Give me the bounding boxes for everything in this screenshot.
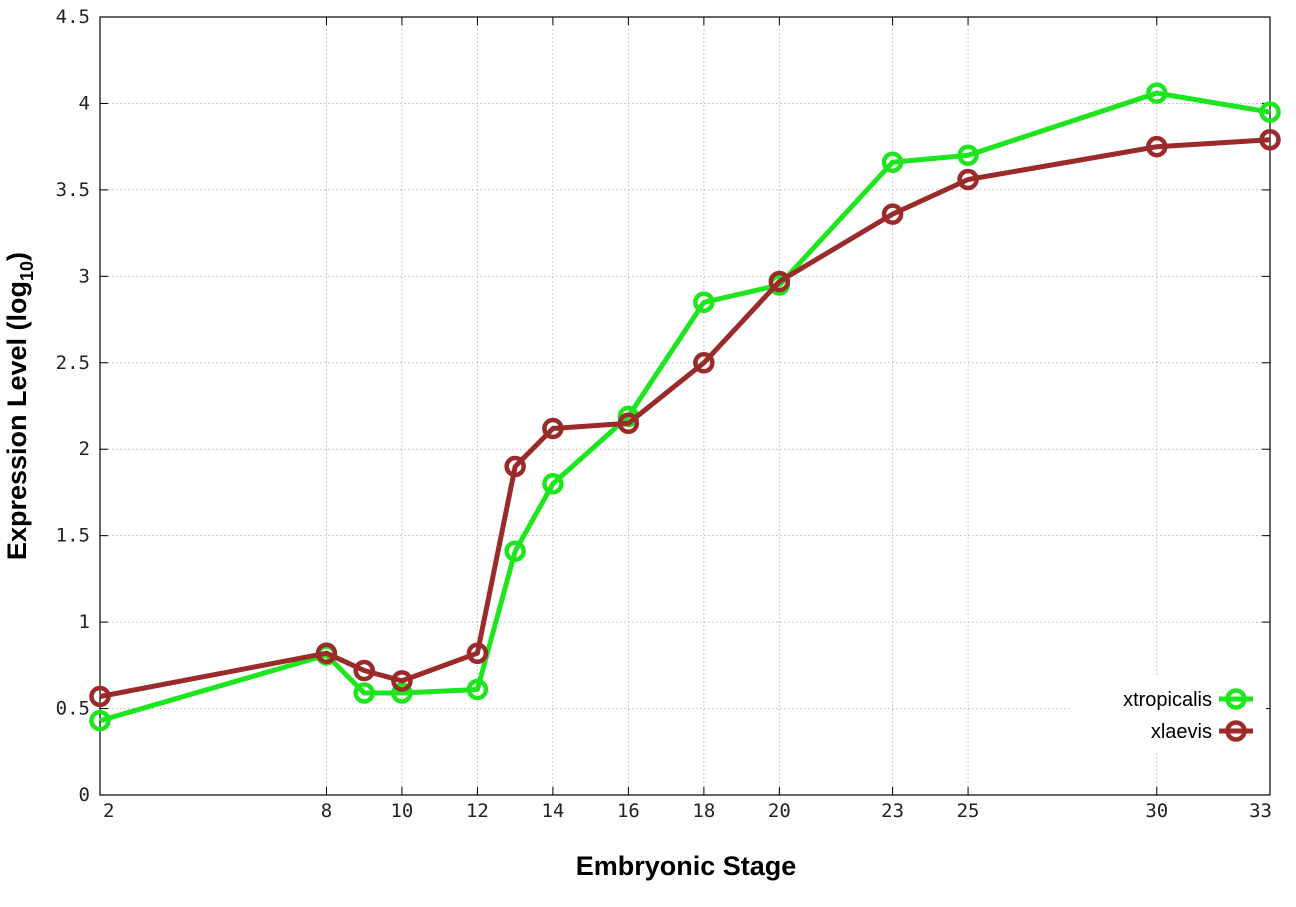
x-tick-label: 18 (692, 800, 715, 822)
data-point (1259, 129, 1281, 151)
data-point (542, 473, 564, 495)
data-point (693, 352, 715, 374)
legend-swatch-marker (1225, 720, 1247, 742)
data-point (768, 270, 791, 293)
data-point (881, 203, 904, 225)
data-point (1259, 101, 1281, 123)
y-tick-label: 4.5 (56, 6, 90, 28)
x-tick-label: 20 (768, 800, 791, 822)
x-tick-label: 30 (1145, 800, 1168, 822)
x-tick-label: 25 (957, 800, 980, 822)
y-tick-label: 3 (79, 265, 90, 287)
series-xlaevis (89, 129, 1281, 708)
x-tick-label: 12 (466, 800, 489, 822)
y-axis-title-close: ) (2, 252, 32, 261)
axis-ticks: 0 0.5 1 1.5 2 2.5 3 3.5 4 4.5 2 8 10 12 14 16 18 20 23 25 30… (56, 6, 1272, 822)
x-tick-label: 10 (390, 800, 413, 822)
y-axis-title: Expression Level (log10) (2, 252, 37, 560)
y-tick-label: 3.5 (56, 179, 90, 201)
data-point (957, 144, 979, 167)
data-point (1146, 135, 1168, 158)
data-point (957, 168, 979, 191)
y-axis-title-main: Expression Level (log (2, 281, 32, 560)
data-point (1146, 82, 1168, 104)
data-point (881, 151, 904, 173)
y-tick-label: 0.5 (56, 698, 90, 720)
data-point (353, 659, 375, 682)
x-tick-label: 33 (1249, 800, 1272, 822)
series-xtropicalis (89, 82, 1281, 732)
legend: xtropicalis xlaevis (1070, 677, 1266, 751)
data-point (542, 417, 564, 440)
data-point (391, 670, 413, 692)
data-point (504, 540, 526, 562)
data-point (89, 709, 111, 732)
series-line (99, 90, 1271, 724)
y-tick-label: 1.5 (56, 525, 90, 547)
x-tick-label: 8 (321, 800, 332, 822)
data-point (617, 412, 640, 435)
data-point (89, 685, 111, 708)
y-axis-title-subscript: 10 (17, 261, 37, 281)
data-point (353, 682, 375, 704)
plot-frame (99, 16, 1271, 796)
data-point (466, 678, 489, 701)
data-point (315, 642, 338, 664)
series-lines (89, 82, 1281, 732)
data-point (391, 682, 413, 704)
x-tick-label: 14 (541, 800, 564, 822)
x-tick-label: 16 (617, 800, 640, 822)
legend-label: xlaevis (1151, 721, 1212, 743)
x-tick-label: 23 (881, 800, 904, 822)
legend-swatch-marker (1225, 688, 1247, 710)
y-tick-label: 2.5 (56, 352, 90, 374)
series-line (99, 137, 1271, 699)
data-point (693, 291, 715, 314)
y-tick-label: 1 (79, 611, 90, 633)
y-tick-label: 0 (79, 784, 90, 806)
x-axis-title: Embryonic Stage (576, 851, 797, 881)
y-tick-label: 2 (79, 438, 90, 460)
legend-label: xtropicalis (1123, 689, 1212, 711)
data-point (466, 642, 489, 664)
x-tick-label: 2 (103, 800, 114, 822)
data-point (504, 455, 526, 478)
y-tick-label: 4 (79, 92, 90, 114)
